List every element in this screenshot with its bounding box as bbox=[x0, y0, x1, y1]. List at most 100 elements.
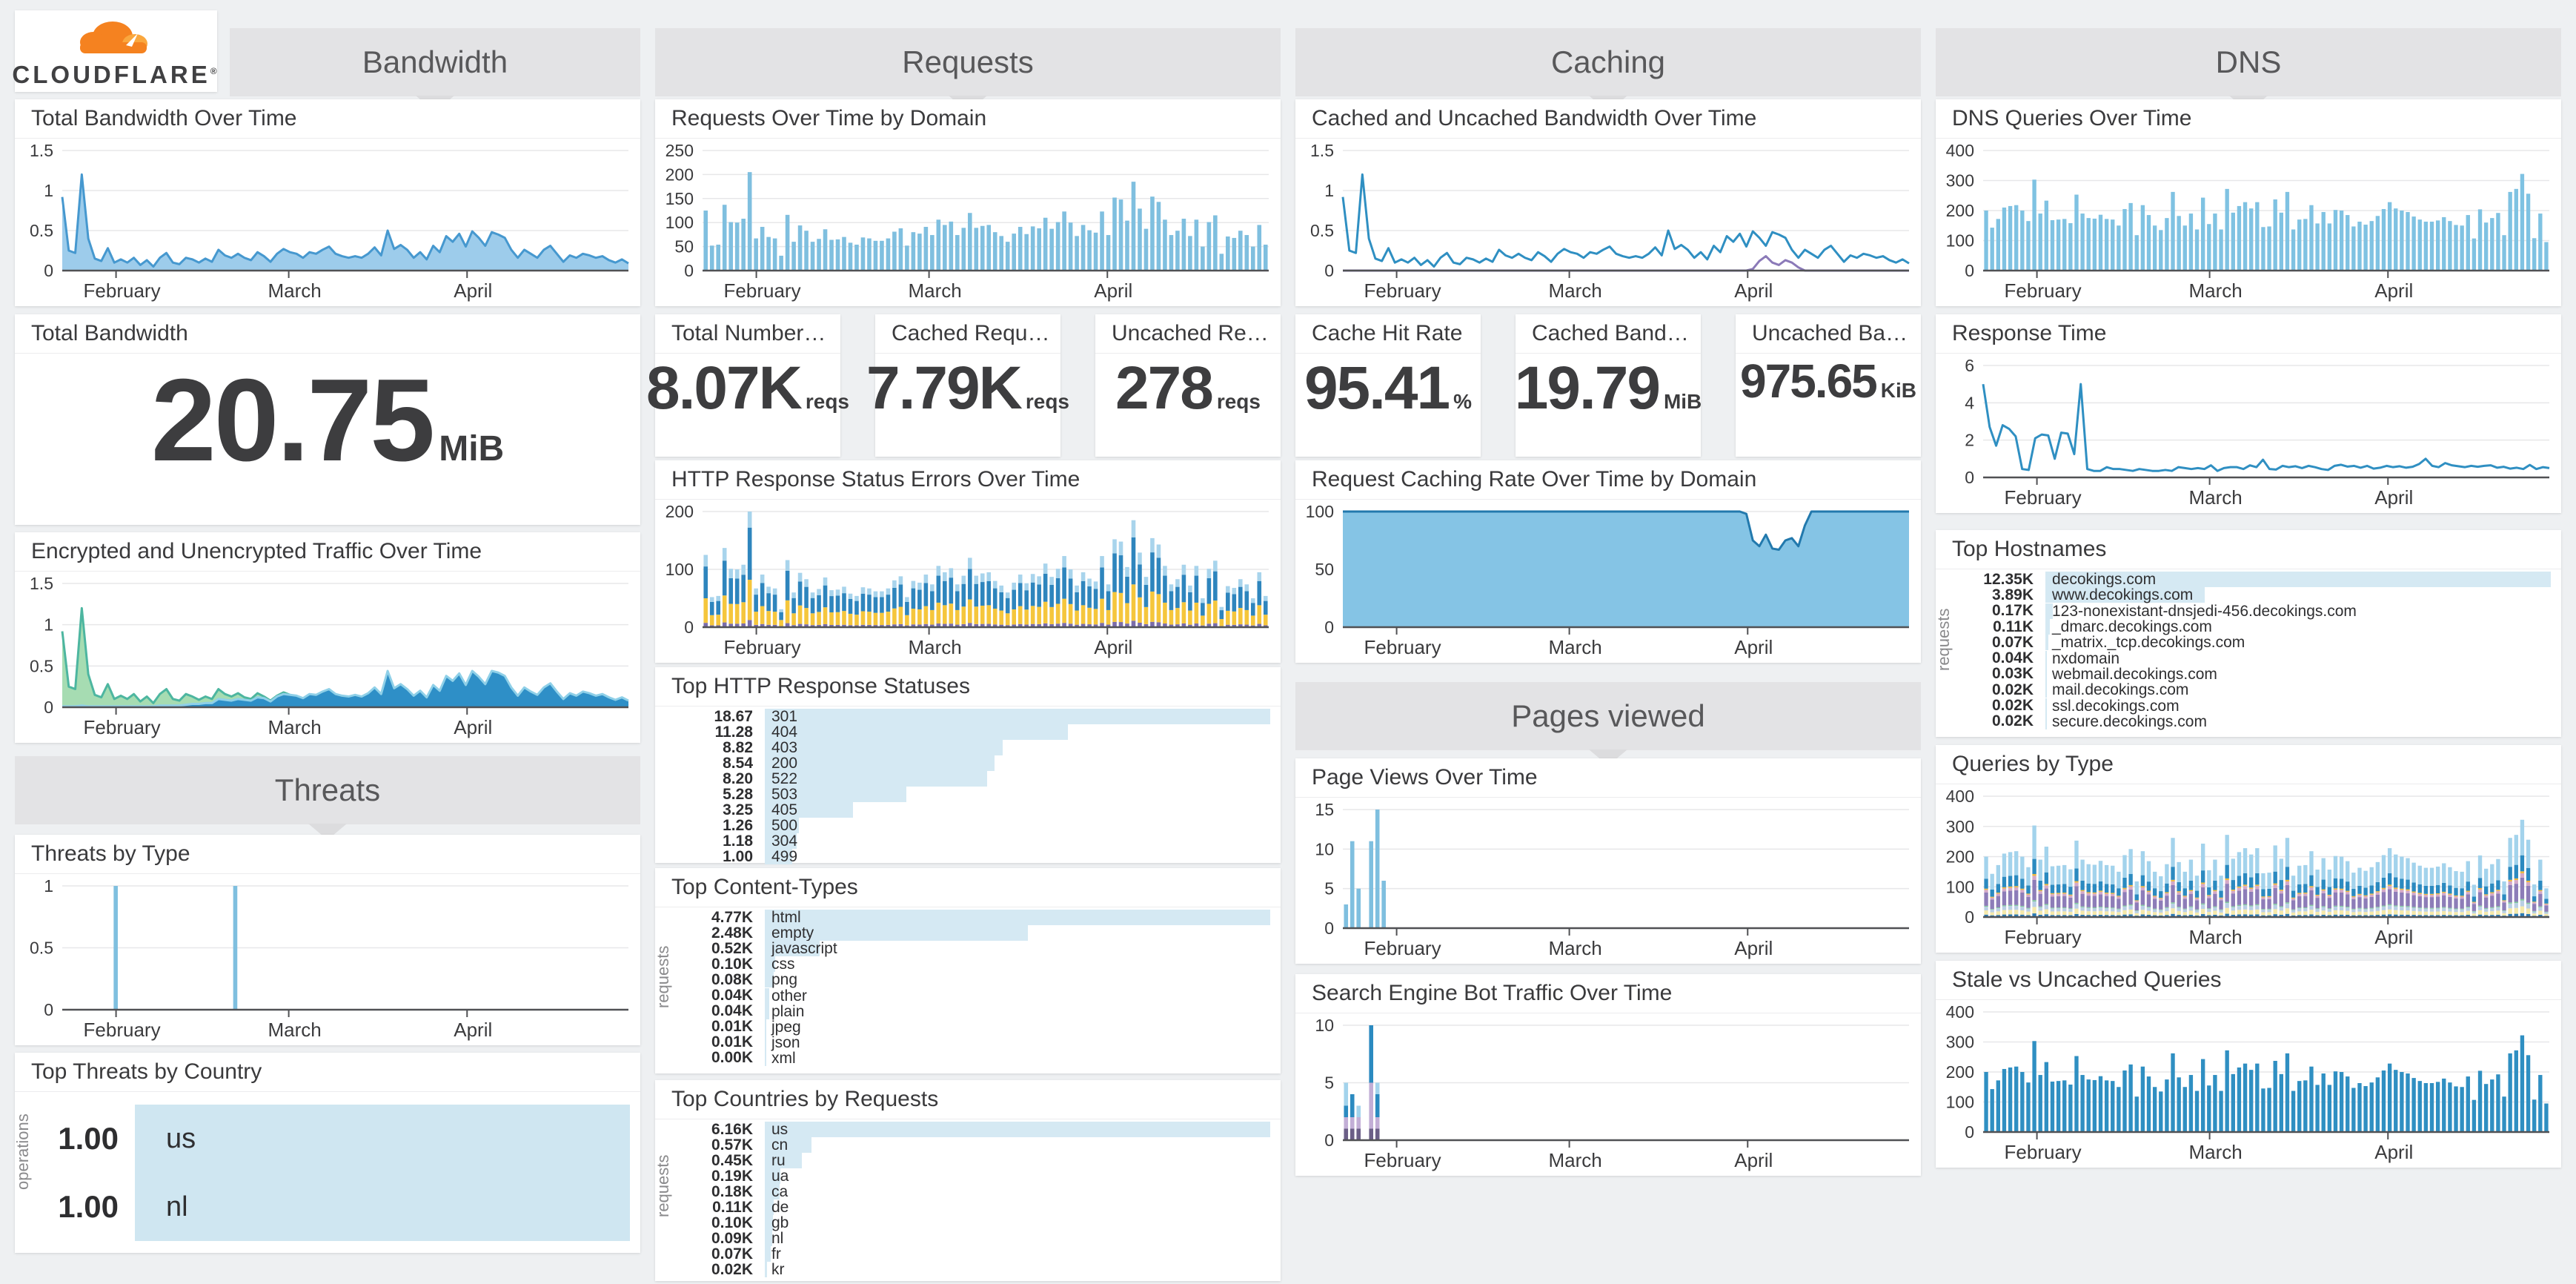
panel-title: Encrypted and Unencrypted Traffic Over T… bbox=[15, 532, 640, 572]
list-item[interactable]: 0.04K other bbox=[655, 987, 1270, 1004]
panel-top-threats-by-country: Top Threats by Country operations 1.00 us… bbox=[13, 1053, 640, 1253]
bar-fill bbox=[765, 1019, 767, 1035]
http-errors-stacked-chart[interactable]: 0 100 200 February March April bbox=[655, 500, 1281, 663]
svg-text:100: 100 bbox=[1946, 877, 1974, 896]
list-item[interactable]: 0.04K nxdomain bbox=[1936, 649, 2551, 667]
list-item-label: nl bbox=[166, 1191, 188, 1222]
svg-text:March: March bbox=[268, 1019, 321, 1041]
bar-fill bbox=[135, 1105, 630, 1173]
bar-fill bbox=[2045, 572, 2551, 588]
list-item[interactable]: 0.02K ssl.decokings.com bbox=[1936, 697, 2551, 715]
svg-text:March: March bbox=[1548, 937, 1601, 959]
list-item-value: 3.25 bbox=[723, 801, 753, 818]
stat-value: 975.65 bbox=[1740, 354, 1878, 408]
list-item[interactable]: 2.48K empty bbox=[655, 924, 1270, 942]
list-item[interactable]: 0.45K ru bbox=[655, 1152, 1270, 1169]
list-item-bar: 404 bbox=[765, 724, 1270, 741]
list-item[interactable]: 0.02K mail.decokings.com bbox=[1936, 681, 2551, 698]
response-time-line-chart[interactable]: 0 2 4 6 February March April bbox=[1936, 354, 2561, 513]
svg-text:250: 250 bbox=[665, 141, 694, 160]
list-item[interactable]: 0.03K webmail.decokings.com bbox=[1936, 665, 2551, 682]
list-item[interactable]: 0.11K _dmarc.decokings.com bbox=[1936, 618, 2551, 635]
section-tab-dns[interactable]: DNS bbox=[1936, 28, 2561, 112]
list-item[interactable]: 1.00 499 bbox=[655, 848, 1270, 865]
list-item[interactable]: 0.10K gb bbox=[655, 1214, 1270, 1231]
list-item[interactable]: 1.00 us bbox=[15, 1105, 630, 1173]
page-views-bar-chart[interactable]: 0 5 10 15 February March April bbox=[1295, 798, 1921, 964]
list-item[interactable]: 3.89K www.decokings.com bbox=[1936, 586, 2551, 604]
list-item[interactable]: 6.16K us bbox=[655, 1121, 1270, 1138]
panel-encrypted-traffic: Encrypted and Unencrypted Traffic Over T… bbox=[15, 532, 640, 743]
list-item[interactable]: 1.26 500 bbox=[655, 817, 1270, 834]
list-item[interactable]: 0.01K json bbox=[655, 1033, 1270, 1050]
threats-by-type-bar-chart[interactable]: 0 0.5 1 February March April bbox=[15, 874, 640, 1045]
list-item-value: 0.04K bbox=[1991, 649, 2034, 667]
list-item[interactable]: 8.54 200 bbox=[655, 754, 1270, 772]
list-item[interactable]: 0.02K kr bbox=[655, 1261, 1270, 1278]
list-item[interactable]: 3.25 405 bbox=[655, 801, 1270, 818]
list-item[interactable]: 12.35K decokings.com bbox=[1936, 571, 2551, 588]
list-item[interactable]: 0.57K cn bbox=[655, 1136, 1270, 1154]
svg-text:March: March bbox=[908, 636, 961, 658]
list-item[interactable]: 0.11K de bbox=[655, 1199, 1270, 1216]
section-tab-bandwidth[interactable]: Bandwidth bbox=[230, 28, 640, 112]
svg-text:February: February bbox=[1364, 636, 1441, 658]
list-item[interactable]: 0.17K 123-nonexistant-dnsjedi-456.decokin… bbox=[1936, 602, 2551, 619]
dns-queries-bar-chart[interactable]: 0 100 200 300 400 February March April bbox=[1936, 139, 2561, 306]
encrypted-traffic-area-chart[interactable]: 0 0.5 1 1.5 February March April bbox=[15, 572, 640, 743]
svg-text:April: April bbox=[454, 716, 492, 738]
caching-rate-area-chart[interactable]: 0 50 100 February March April bbox=[1295, 500, 1921, 663]
list-item[interactable]: 0.10K css bbox=[655, 956, 1270, 973]
cached-uncached-line-chart[interactable]: 0 0.5 1 1.5 February March April bbox=[1295, 139, 1921, 306]
list-item[interactable]: 0.07K fr bbox=[655, 1245, 1270, 1263]
total-bandwidth-area-chart[interactable]: 0 0.5 1 1.5 February March April bbox=[15, 139, 640, 306]
list-item[interactable]: 0.09K nl bbox=[655, 1230, 1270, 1247]
svg-text:0: 0 bbox=[44, 698, 53, 717]
list-item[interactable]: 0.00K xml bbox=[655, 1049, 1270, 1066]
list-item-label: ssl.decokings.com bbox=[2052, 697, 2180, 715]
svg-text:0: 0 bbox=[44, 261, 53, 280]
list-item[interactable]: 0.02K secure.decokings.com bbox=[1936, 712, 2551, 729]
requests-bar-chart[interactable]: 0 50 100 150 200 250 February March April bbox=[655, 139, 1281, 306]
cloudflare-logo[interactable]: CLOUDFLARE® bbox=[12, 10, 217, 92]
queries-by-type-stacked-chart[interactable]: 0 100 200 300 400 February March April bbox=[1936, 784, 2561, 953]
stale-queries-bar-chart[interactable]: 0 100 200 300 400 February March April bbox=[1936, 1000, 2561, 1168]
list-item[interactable]: 8.82 403 bbox=[655, 739, 1270, 756]
section-tab-pages-viewed[interactable]: Pages viewed bbox=[1295, 682, 1921, 766]
svg-text:March: March bbox=[268, 279, 321, 302]
list-item-label: mail.decokings.com bbox=[2052, 681, 2189, 699]
list-item[interactable]: 0.08K png bbox=[655, 971, 1270, 988]
list-item[interactable]: 11.28 404 bbox=[655, 724, 1270, 741]
panel-title: Cache Hit Rate bbox=[1295, 314, 1481, 354]
list-item[interactable]: 0.19K ua bbox=[655, 1168, 1270, 1185]
list-item-value: 8.54 bbox=[723, 754, 753, 772]
svg-text:0: 0 bbox=[1965, 1122, 1974, 1142]
list-item-label: _dmarc.decokings.com bbox=[2052, 618, 2212, 636]
bot-traffic-stacked-chart[interactable]: 0 5 10 February March April bbox=[1295, 1013, 1921, 1176]
list-item-bar: _dmarc.decokings.com bbox=[2045, 619, 2551, 635]
svg-text:April: April bbox=[2374, 926, 2413, 948]
list-item[interactable]: 0.52K javascript bbox=[655, 940, 1270, 957]
section-tab-requests[interactable]: Requests bbox=[655, 28, 1281, 112]
list-item-label: nxdomain bbox=[2052, 649, 2120, 667]
bar-fill bbox=[765, 941, 820, 957]
section-tab-caching[interactable]: Caching bbox=[1295, 28, 1921, 112]
panel-title: Top Threats by Country bbox=[15, 1053, 640, 1092]
svg-text:April: April bbox=[2374, 486, 2413, 509]
list-item[interactable]: 1.18 304 bbox=[655, 833, 1270, 850]
list-item[interactable]: 0.07K _matrix._tcp.decokings.com bbox=[1936, 634, 2551, 651]
list-item[interactable]: 18.67 301 bbox=[655, 708, 1270, 725]
list-item[interactable]: 5.28 503 bbox=[655, 786, 1270, 803]
stat-unit: MiB bbox=[1663, 390, 1702, 413]
bar-fill bbox=[135, 1173, 630, 1241]
list-item-label: gb bbox=[771, 1214, 789, 1231]
list-item[interactable]: 8.20 522 bbox=[655, 770, 1270, 787]
list-item[interactable]: 0.01K jpeg bbox=[655, 1018, 1270, 1035]
list-item-bar: mail.decokings.com bbox=[2045, 682, 2551, 698]
section-tab-threats[interactable]: Threats bbox=[15, 756, 640, 840]
list-item[interactable]: 0.04K plain bbox=[655, 1002, 1270, 1019]
list-item-label: www.decokings.com bbox=[2052, 586, 2194, 604]
list-item[interactable]: 0.18K ca bbox=[655, 1183, 1270, 1200]
list-item[interactable]: 4.77K html bbox=[655, 909, 1270, 926]
list-item[interactable]: 1.00 nl bbox=[15, 1173, 630, 1241]
